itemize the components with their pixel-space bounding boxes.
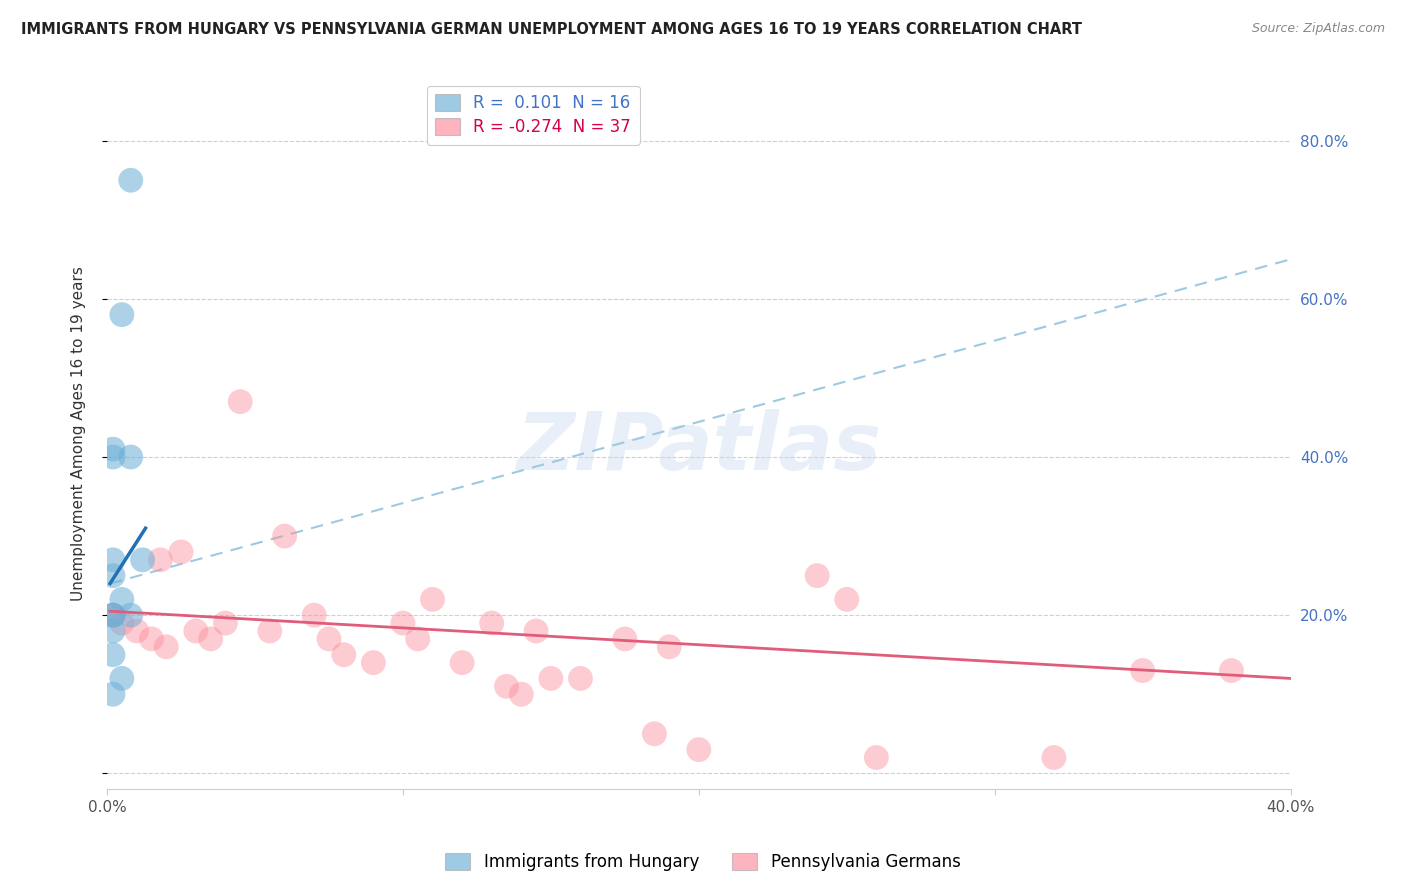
Point — [333, 648, 356, 662]
Text: Source: ZipAtlas.com: Source: ZipAtlas.com — [1251, 22, 1385, 36]
Legend: R =  0.101  N = 16, R = -0.274  N = 37: R = 0.101 N = 16, R = -0.274 N = 37 — [427, 86, 640, 145]
Point — [422, 592, 444, 607]
Point — [540, 672, 562, 686]
Point — [569, 672, 592, 686]
Point — [101, 624, 124, 638]
Point — [101, 608, 124, 623]
Point — [111, 308, 134, 322]
Point — [101, 442, 124, 456]
Point — [835, 592, 858, 607]
Point — [510, 687, 533, 701]
Point — [259, 624, 281, 638]
Point — [658, 640, 681, 654]
Point — [524, 624, 547, 638]
Point — [1132, 664, 1154, 678]
Point — [1220, 664, 1243, 678]
Y-axis label: Unemployment Among Ages 16 to 19 years: Unemployment Among Ages 16 to 19 years — [72, 266, 86, 600]
Point — [643, 727, 665, 741]
Point — [155, 640, 177, 654]
Point — [111, 672, 134, 686]
Text: IMMIGRANTS FROM HUNGARY VS PENNSYLVANIA GERMAN UNEMPLOYMENT AMONG AGES 16 TO 19 : IMMIGRANTS FROM HUNGARY VS PENNSYLVANIA … — [21, 22, 1083, 37]
Point — [125, 624, 148, 638]
Point — [131, 553, 153, 567]
Point — [184, 624, 207, 638]
Point — [363, 656, 385, 670]
Point — [101, 608, 124, 623]
Point — [200, 632, 222, 646]
Point — [101, 450, 124, 464]
Point — [806, 568, 828, 582]
Point — [101, 568, 124, 582]
Point — [302, 608, 325, 623]
Point — [141, 632, 163, 646]
Point — [120, 173, 142, 187]
Point — [149, 553, 172, 567]
Point — [613, 632, 636, 646]
Point — [318, 632, 340, 646]
Point — [229, 394, 252, 409]
Point — [101, 687, 124, 701]
Point — [688, 742, 710, 756]
Legend: Immigrants from Hungary, Pennsylvania Germans: Immigrants from Hungary, Pennsylvania Ge… — [437, 845, 969, 880]
Point — [495, 679, 517, 693]
Point — [120, 450, 142, 464]
Point — [392, 616, 415, 631]
Point — [101, 608, 124, 623]
Point — [451, 656, 474, 670]
Point — [865, 750, 887, 764]
Text: ZIPatlas: ZIPatlas — [516, 409, 882, 486]
Point — [406, 632, 429, 646]
Point — [481, 616, 503, 631]
Point — [170, 545, 193, 559]
Point — [111, 592, 134, 607]
Point — [101, 648, 124, 662]
Point — [1043, 750, 1066, 764]
Point — [120, 608, 142, 623]
Point — [214, 616, 236, 631]
Point — [111, 616, 134, 631]
Point — [273, 529, 295, 543]
Point — [101, 553, 124, 567]
